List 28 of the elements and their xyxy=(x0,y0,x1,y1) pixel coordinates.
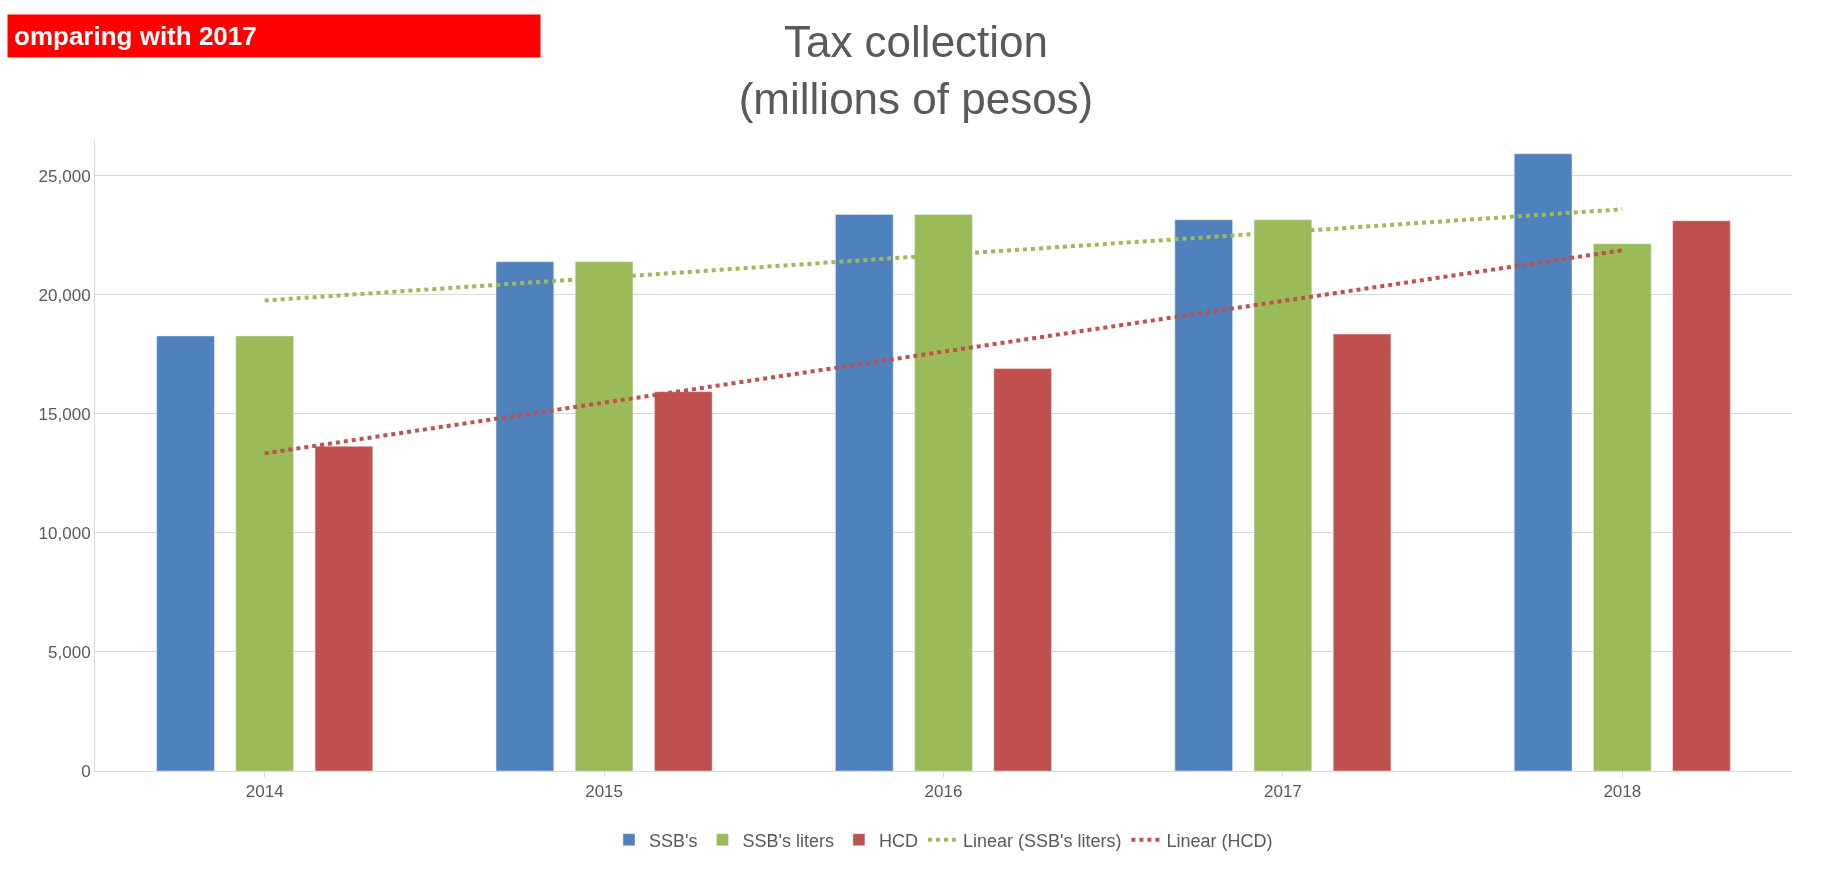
bar xyxy=(1332,333,1392,771)
legend-label: SSB's liters xyxy=(742,830,834,851)
bar xyxy=(1514,153,1573,771)
bar xyxy=(1174,219,1233,771)
bar xyxy=(495,261,555,771)
bar xyxy=(1672,220,1731,771)
legend-label: Linear (HCD) xyxy=(1166,830,1273,851)
x-tick-label: 2018 xyxy=(1603,782,1642,802)
bar xyxy=(156,335,215,771)
y-tick-label: 25,000 xyxy=(38,166,91,186)
legend-label: SSB's xyxy=(649,830,698,851)
bar xyxy=(1593,243,1652,771)
y-tick-label: 10,000 xyxy=(38,523,91,543)
x-tick-label: 2016 xyxy=(924,782,963,802)
bar xyxy=(835,214,894,771)
y-tick-label: 20,000 xyxy=(38,285,91,305)
y-tick-label: 5,000 xyxy=(48,642,91,662)
legend-label: HCD xyxy=(878,830,918,851)
x-tick-label: 2015 xyxy=(585,782,624,802)
x-tick-label: 2017 xyxy=(1263,782,1302,802)
y-tick-label: 0 xyxy=(81,761,91,781)
legend-label: Linear (SSB's liters) xyxy=(962,830,1122,851)
text: omparing with 2017 xyxy=(14,21,257,51)
y-tick-label: 15,000 xyxy=(38,404,91,424)
x-tick-label: 2014 xyxy=(245,782,284,802)
chart-title: Tax collection (millions of pesos) xyxy=(738,16,1094,123)
bar xyxy=(993,368,1052,771)
bar xyxy=(235,335,294,771)
